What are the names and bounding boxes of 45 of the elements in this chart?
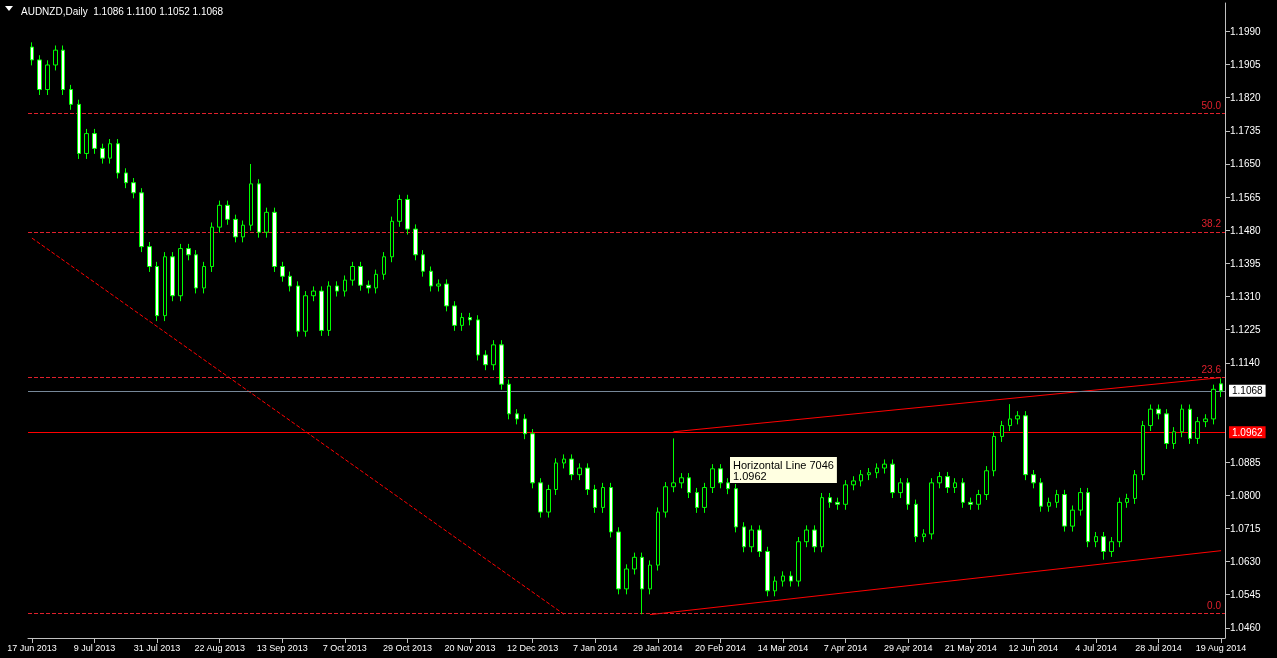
x-tick-label: 12 Jun 2014 <box>1008 642 1059 653</box>
y-tick-label: 1.1310 <box>1230 291 1262 303</box>
x-tick-label: 21 May 2014 <box>944 642 997 653</box>
y-tick-label: 1.1395 <box>1230 257 1262 269</box>
x-tick-label: 29 Apr 2014 <box>883 642 933 653</box>
annotation: 50.0 <box>1201 100 1222 112</box>
y-tick-label: 1.1650 <box>1230 158 1262 170</box>
y-tick-label: 1.0800 <box>1230 489 1262 501</box>
x-tick-label: 13 Sep 2013 <box>256 642 308 653</box>
y-tick-label: 1.1565 <box>1230 191 1262 203</box>
x-tick-label: 20 Nov 2013 <box>444 642 496 653</box>
y-tick-label: 1.0885 <box>1230 456 1262 468</box>
x-tick-label: 20 Feb 2014 <box>695 642 746 653</box>
x-tick-label: 22 Aug 2013 <box>194 642 245 653</box>
x-tick-label: 7 Oct 2013 <box>322 642 367 653</box>
y-tick-label: 1.0715 <box>1230 522 1262 534</box>
x-tick-label: 4 Jul 2014 <box>1075 642 1117 653</box>
x-tick-label: 9 Jul 2013 <box>73 642 116 653</box>
x-tick-label: 31 Jul 2013 <box>133 642 181 653</box>
x-tick-label: 12 Dec 2013 <box>507 642 559 653</box>
annotation: 38.2 <box>1201 218 1222 230</box>
annotation: 23.6 <box>1201 364 1222 376</box>
x-tick-label: 28 Jul 2014 <box>1135 642 1182 653</box>
ref-line-label: 1.1068 <box>1232 385 1264 397</box>
x-tick-label: 19 Aug 2014 <box>1195 642 1247 653</box>
x-tick-label: 14 Mar 2014 <box>757 642 809 653</box>
y-tick-label: 1.0545 <box>1230 589 1262 601</box>
ref-line-label: 1.0962 <box>1232 426 1264 438</box>
y-tick-label: 1.0460 <box>1230 622 1262 634</box>
x-tick-label: 17 Jun 2013 <box>7 642 57 653</box>
y-tick-label: 1.1990 <box>1230 25 1262 37</box>
x-tick-label: 7 Jan 2014 <box>572 642 618 653</box>
y-tick-label: 1.1905 <box>1230 59 1262 71</box>
x-tick-label: 29 Jan 2014 <box>633 642 683 653</box>
x-tick-label: 29 Oct 2013 <box>382 642 432 653</box>
y-tick-label: 1.1140 <box>1230 357 1261 369</box>
x-tick-label: 7 Apr 2014 <box>823 642 868 653</box>
y-tick-label: 1.0630 <box>1230 556 1262 568</box>
y-tick-label: 1.1735 <box>1230 125 1262 137</box>
y-tick-label: 1.1225 <box>1230 324 1262 336</box>
y-tick-label: 1.1820 <box>1230 92 1262 104</box>
annotation: Horizontal Line 7046 1.0962 <box>733 458 834 482</box>
y-tick-label: 1.1480 <box>1230 224 1262 236</box>
annotation: 0.0 <box>1207 599 1222 611</box>
chart-title: AUDNZD,Daily 1.1086 1.1100 1.1052 1.1068 <box>21 5 224 17</box>
